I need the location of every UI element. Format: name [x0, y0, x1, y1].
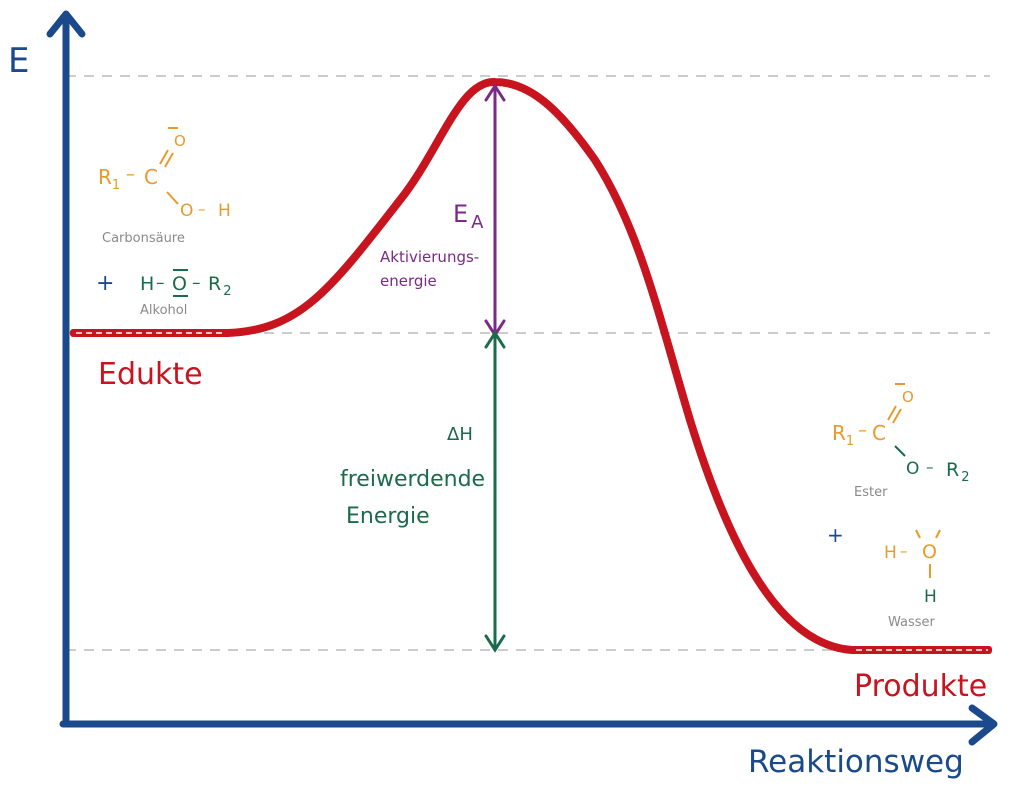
- svg-text:O: O: [922, 541, 937, 563]
- svg-text:–: –: [926, 458, 934, 476]
- svg-text:C: C: [872, 421, 886, 445]
- svg-text:H: H: [140, 273, 154, 295]
- water-name: Wasser: [888, 615, 936, 630]
- svg-text:O: O: [174, 132, 186, 150]
- educts-label: Edukte: [98, 357, 203, 392]
- water-molecule: H – O H Wasser: [884, 529, 941, 630]
- ester-name: Ester: [854, 485, 888, 500]
- svg-text:–: –: [126, 164, 135, 185]
- enthalpy-label-line2: Energie: [346, 504, 430, 529]
- svg-text:–: –: [156, 273, 165, 293]
- enthalpy-arrow: [484, 330, 506, 653]
- svg-text:R2: R2: [946, 459, 969, 485]
- svg-text:R1: R1: [832, 421, 854, 449]
- svg-text:H: H: [884, 543, 897, 563]
- svg-text:C: C: [144, 165, 158, 189]
- alcohol-name: Alkohol: [140, 303, 187, 318]
- svg-text:O: O: [902, 388, 914, 406]
- svg-text:O: O: [180, 201, 193, 221]
- products-label: Produkte: [854, 669, 987, 704]
- reaction-curve: [224, 78, 856, 654]
- svg-text:–: –: [858, 420, 867, 441]
- enthalpy-label-line1: freiwerdende: [340, 467, 485, 492]
- svg-text:H: H: [924, 587, 937, 607]
- svg-text:H: H: [218, 201, 231, 221]
- activation-label-line1: Aktivierungs-: [380, 248, 479, 266]
- y-axis-arrowhead: [46, 10, 86, 38]
- carboxylic-acid-name: Carbonsäure: [102, 231, 185, 246]
- svg-text:–: –: [198, 200, 206, 218]
- carboxylic-acid-molecule: R1 – C O O – H Carbonsäure: [98, 127, 231, 246]
- x-axis-label: Reaktionsweg: [748, 744, 964, 780]
- svg-text:O: O: [906, 459, 919, 479]
- axes: [46, 10, 998, 746]
- enthalpy-symbol: ΔH: [447, 424, 473, 445]
- educts-plus-sign: +: [96, 271, 114, 296]
- svg-text:–: –: [900, 542, 908, 560]
- energy-curve: [70, 78, 992, 654]
- svg-text:R1: R1: [98, 165, 120, 193]
- y-axis-label: E: [8, 41, 29, 81]
- svg-text:O: O: [172, 273, 187, 295]
- x-axis-arrowhead: [968, 704, 998, 746]
- activation-label-line2: energie: [380, 272, 437, 290]
- svg-text:R2: R2: [208, 273, 231, 299]
- svg-text:–: –: [192, 273, 201, 293]
- activation-energy-arrow: [484, 83, 506, 338]
- products-plus-sign: +: [827, 523, 844, 547]
